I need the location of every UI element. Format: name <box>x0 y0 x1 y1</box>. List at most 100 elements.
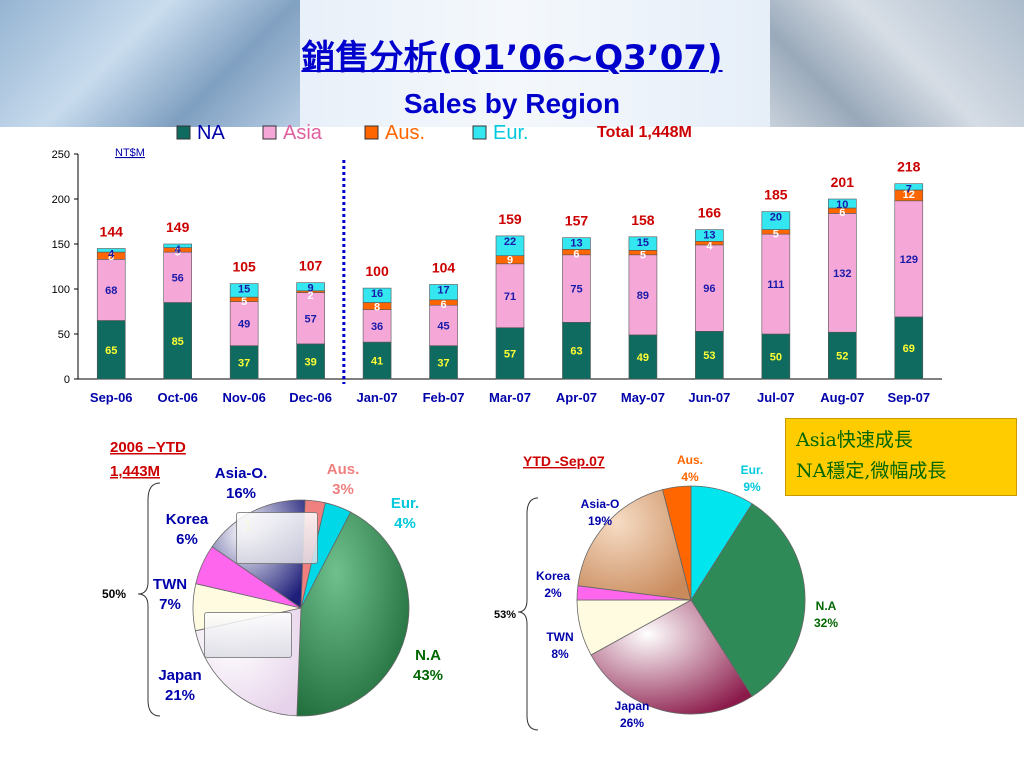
pie-label: Japan <box>615 699 650 713</box>
bar-label-na: 69 <box>903 343 915 355</box>
bar-label-eur: 13 <box>570 238 582 250</box>
x-tick-label: Mar-07 <box>489 390 531 405</box>
bar-label-eur: 7 <box>906 184 912 196</box>
pie-label: N.A <box>816 599 837 613</box>
bar-asia <box>562 254 591 323</box>
bar-total-label: 107 <box>299 258 323 274</box>
x-tick-label: Jul-07 <box>757 390 795 405</box>
pie2-bracket-label: 53% <box>494 609 516 621</box>
pie-pct: 26% <box>620 716 644 730</box>
bar-label-asia: 132 <box>833 268 851 280</box>
unit-label: NT$M <box>115 147 145 159</box>
x-tick-label: Apr-07 <box>556 390 597 405</box>
pie-pct: 8% <box>551 647 569 661</box>
bar-asia <box>296 292 325 345</box>
bar-na <box>562 321 591 380</box>
bar-label-eur: 4 <box>175 244 182 256</box>
bar-na <box>96 320 126 380</box>
bar-label-na: 41 <box>371 356 383 368</box>
bar-label-aus: 5 <box>773 229 779 241</box>
pie-label: Korea <box>536 569 570 583</box>
bar-eur <box>229 283 259 298</box>
y-tick-label: 0 <box>64 374 70 386</box>
bar-total-label: 100 <box>365 263 389 279</box>
x-tick-label: Aug-07 <box>820 390 864 405</box>
pie-label: Korea <box>166 511 209 528</box>
x-tick-label: Jan-07 <box>356 390 397 405</box>
bar-label-eur: 15 <box>238 284 250 296</box>
pie-pct: 6% <box>176 531 198 548</box>
bar-label-aus: 8 <box>374 302 380 314</box>
bar-label-na: 37 <box>238 357 250 369</box>
legend-label-aus: Aus. <box>385 122 425 144</box>
bar-asia <box>495 263 525 328</box>
bar-label-na: 65 <box>105 345 117 357</box>
pie-label: Eur. <box>391 495 419 512</box>
bar-label-asia: 96 <box>703 283 715 295</box>
bar-eur <box>163 243 192 248</box>
bar-total-label: 158 <box>631 212 655 228</box>
bar-total-label: 159 <box>498 211 522 227</box>
bar-label-aus: 8 <box>108 251 114 263</box>
bar-label-na: 37 <box>437 357 449 369</box>
bar-label-na: 85 <box>172 336 184 348</box>
page-title: 銷售分析(Q1’06~Q3’07) <box>301 38 723 78</box>
x-tick-label: Oct-06 <box>157 390 197 405</box>
bar-label-eur: 10 <box>836 199 848 211</box>
x-tick-label: Feb-07 <box>423 390 465 405</box>
pie-label: Aus. <box>677 453 703 467</box>
overlay-chip-2 <box>204 612 292 658</box>
bar-label-eur: 22 <box>504 236 516 248</box>
pie-slice-na <box>690 503 806 697</box>
bar-label-aus: 12 <box>903 189 915 201</box>
bar-asia <box>695 244 724 332</box>
x-tick-label: Sep-06 <box>90 390 133 405</box>
pie2-title: YTD -Sep.07 <box>523 453 605 469</box>
legend-swatch-na <box>176 125 191 140</box>
pie-pct: 43% <box>413 667 443 684</box>
pie-slice-asiao <box>577 489 692 601</box>
pie-pct: 4% <box>681 470 699 484</box>
bar-label-na: 63 <box>570 346 582 358</box>
pie-pct: 32% <box>814 616 838 630</box>
bar-label-aus: 5 <box>175 247 181 259</box>
bar-label-eur: 17 <box>437 285 449 297</box>
y-tick-label: 150 <box>52 239 70 251</box>
bar-na <box>163 302 192 380</box>
pie-pct: 21% <box>165 687 195 704</box>
bar-eur <box>429 284 458 301</box>
bar-label-na: 53 <box>703 350 715 362</box>
pie-label: N.A <box>415 647 441 664</box>
bar-asia <box>163 251 192 303</box>
pie1-title-line2: 1,443M <box>110 463 160 480</box>
bar-label-aus: 6 <box>839 207 845 219</box>
pie-pct: 2% <box>544 586 562 600</box>
pie-label: Japan <box>158 667 201 684</box>
pie-label: Aus. <box>327 461 360 478</box>
bar-label-aus: 4 <box>706 240 713 252</box>
bar-eur <box>562 237 591 250</box>
pie-pct: 16% <box>226 485 256 502</box>
bar-label-asia: 75 <box>570 284 582 296</box>
bar-eur <box>96 248 126 253</box>
bar-label-aus: 6 <box>440 299 446 311</box>
pie-pct: 19% <box>588 514 612 528</box>
legend-swatch-aus <box>364 125 379 140</box>
x-tick-label: Sep-07 <box>887 390 930 405</box>
bar-na <box>495 327 525 380</box>
bar-label-asia: 36 <box>371 321 383 333</box>
bar-label-na: 39 <box>304 356 316 368</box>
bar-asia <box>828 213 857 333</box>
callout-box: Asia快速成長 NA穩定,微幅成長 <box>785 418 1017 496</box>
bar-total-label: 149 <box>166 219 190 235</box>
bar-eur <box>495 235 525 256</box>
bar-asia <box>894 200 924 318</box>
x-tick-label: May-07 <box>621 390 665 405</box>
bar-label-na: 50 <box>770 352 782 364</box>
bar-total-label: 201 <box>831 174 855 190</box>
bar-label-na: 57 <box>504 348 516 360</box>
bar-label-aus: 2 <box>308 290 314 302</box>
y-tick-label: 250 <box>52 149 70 161</box>
cleanroom-photo-left <box>0 0 300 127</box>
bar-asia <box>628 254 658 336</box>
